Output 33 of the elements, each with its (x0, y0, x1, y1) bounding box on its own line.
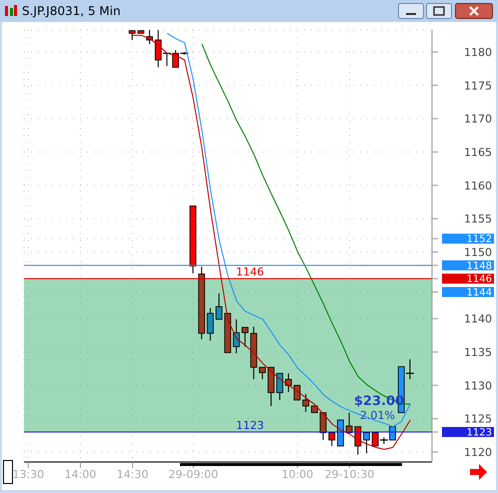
y-tick-label: 1135 (464, 346, 492, 359)
y-tick-label: 1165 (464, 146, 492, 159)
x-tick-label: 29-10:30 (324, 468, 374, 481)
y-tick-label: 1125 (464, 412, 492, 426)
ref-line-label: 1146 (236, 266, 264, 279)
candlestick (216, 292, 222, 320)
y-tick-label: 1130 (464, 379, 492, 392)
y-tick-label: 1146 (466, 274, 492, 286)
y-tick-label: 1144 (466, 288, 492, 298)
candlestick (302, 394, 310, 412)
y-tick-label: 1152 (466, 234, 492, 246)
ref-line-label: 1123 (236, 419, 264, 432)
y-tick-label: 1160 (464, 179, 492, 192)
y-tick-label: 1155 (464, 212, 492, 226)
y-tick-label: 1120 (464, 446, 492, 459)
y-tick-label: 1140 (464, 312, 492, 326)
y-tick-label: 1123 (466, 428, 492, 438)
chart-title: S.JP.J8031, 5 Min (22, 4, 121, 18)
y-tick-label: 1170 (464, 112, 492, 126)
x-tick-label: 14:30 (116, 468, 148, 481)
y-tick-label: 1148 (466, 260, 492, 272)
x-tick-label: 13:30 (12, 468, 44, 481)
y-tick-label: 1180 (464, 46, 492, 59)
candlestick (206, 308, 214, 342)
candlestick (242, 326, 248, 348)
x-tick-label: 14:00 (64, 468, 96, 481)
x-tick-label: 29-09:00 (168, 468, 218, 481)
x-tick-label: 10:00 (282, 468, 314, 481)
y-tick-label: 1175 (464, 79, 492, 92)
candlestick (328, 432, 336, 446)
line-series (132, 34, 411, 450)
y-tick-label: 1150 (464, 246, 492, 259)
annotation: 2.01% (360, 409, 395, 422)
